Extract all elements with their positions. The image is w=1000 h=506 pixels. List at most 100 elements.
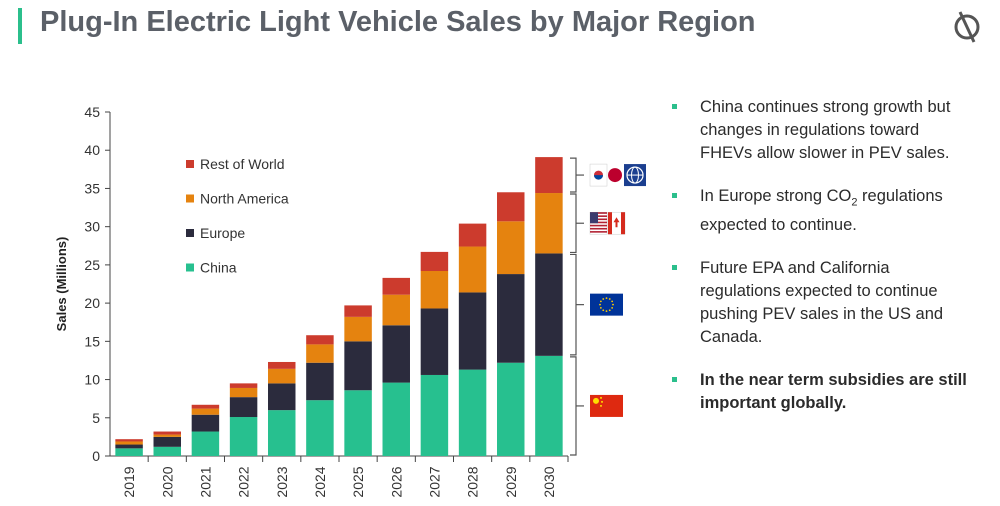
bar-segment-north-america	[382, 294, 410, 326]
bullet-text: regulations expected to continue.	[700, 187, 943, 235]
china-flag-star	[600, 404, 602, 407]
x-tick-label: 2020	[159, 466, 175, 497]
x-tick-label: 2023	[274, 466, 290, 497]
usa-flag-stripe	[590, 218, 607, 221]
legend-label: China	[200, 260, 237, 276]
bar-segment-north-america	[191, 408, 220, 415]
china-flag-star	[600, 396, 602, 399]
bar-segment-rest-of-world	[420, 251, 449, 272]
x-tick-label: 2026	[388, 466, 404, 497]
bar-segment-europe	[458, 292, 487, 370]
y-tick-label: 5	[92, 410, 100, 426]
bar-segment-rest-of-world	[497, 192, 525, 222]
y-axis-label: Sales (Millions)	[54, 237, 69, 332]
canada-flag-leaf	[613, 217, 620, 228]
bar-segment-china	[191, 431, 220, 456]
bar-segment-north-america	[420, 271, 449, 309]
usa-flag-stripe	[590, 221, 607, 224]
x-tick-label: 2025	[350, 466, 366, 497]
page-title: Plug-In Electric Light Vehicle Sales by …	[40, 6, 756, 38]
series-bracket	[570, 157, 577, 193]
bar-segment-europe	[229, 397, 258, 418]
usa-flag-stripe	[590, 227, 607, 230]
y-tick-label: 15	[84, 333, 100, 349]
bar-segment-rest-of-world	[382, 277, 410, 295]
bar-segment-europe	[344, 341, 372, 391]
eu-flag-star	[599, 303, 601, 306]
eu-flag-star	[612, 303, 614, 306]
y-tick-label: 40	[84, 142, 100, 158]
series-bracket	[570, 356, 577, 456]
bar-segment-north-america	[229, 387, 258, 398]
legend-swatch	[186, 194, 194, 203]
bar-segment-north-america	[535, 193, 563, 254]
series-bracket	[570, 253, 577, 356]
bar-segment-china	[268, 410, 296, 456]
bar-segment-rest-of-world	[229, 383, 258, 388]
bar-segment-north-america	[268, 368, 296, 384]
bullet-list: China continues strong growth but change…	[668, 96, 968, 435]
bullet-subscript: 2	[851, 196, 858, 209]
bar-segment-north-america	[344, 316, 372, 342]
china-flag-star	[601, 400, 603, 403]
bullet-text: Future EPA and California regulations ex…	[700, 259, 944, 347]
bar-segment-rest-of-world	[306, 335, 334, 345]
usa-flag-stripe	[590, 231, 607, 233]
legend-swatch	[186, 160, 194, 168]
company-logo-icon	[954, 11, 980, 43]
canada-flag-band	[608, 212, 612, 235]
bar-segment-rest-of-world	[535, 157, 563, 194]
bar-segment-europe	[268, 383, 296, 411]
eu-flag-star	[599, 300, 602, 303]
bullet-marker	[672, 193, 677, 198]
y-tick-label: 10	[84, 372, 100, 388]
bar-segment-rest-of-world	[344, 305, 372, 317]
japan-flag-icon	[608, 168, 622, 183]
y-tick-label: 45	[84, 104, 100, 120]
bar-segment-north-america	[458, 246, 487, 293]
bar-segment-europe	[153, 436, 181, 447]
bar-segment-europe	[191, 414, 220, 432]
legend-swatch	[186, 263, 194, 272]
bullet-europe: In Europe strong CO2 regulations expecte…	[668, 185, 968, 237]
eu-flag-star	[605, 310, 608, 313]
eu-flag-star	[605, 297, 608, 300]
y-tick-label: 25	[84, 257, 100, 273]
eu-flag-star	[611, 306, 614, 309]
bar-segment-china	[306, 400, 334, 456]
south-korea-flag-taeguk	[594, 175, 603, 180]
bullet-text: In Europe strong CO	[700, 187, 852, 205]
eu-flag-star	[611, 300, 614, 303]
bar-segment-north-america	[497, 221, 525, 275]
y-tick-label: 30	[84, 219, 100, 235]
eu-flag-star	[608, 309, 611, 312]
legend-label: Rest of World	[200, 156, 285, 172]
bar-segment-rest-of-world	[458, 223, 487, 247]
bullet-china: China continues strong growth but change…	[668, 96, 968, 165]
bar-segment-china	[535, 355, 563, 456]
x-tick-label: 2030	[541, 466, 557, 497]
usa-flag-canton	[590, 212, 598, 224]
y-tick-label: 20	[84, 295, 100, 311]
eu-flag-star	[602, 309, 605, 312]
bar-segment-china	[344, 390, 372, 456]
bar-segment-north-america	[306, 344, 334, 363]
bar-segment-china	[115, 448, 143, 456]
legend-label: Europe	[200, 225, 245, 241]
china-flag-star	[593, 397, 599, 404]
bar-segment-europe	[535, 253, 563, 356]
x-tick-label: 2029	[503, 466, 519, 497]
x-tick-label: 2027	[426, 466, 442, 497]
bullet-marker	[672, 377, 677, 383]
bar-segment-europe	[497, 274, 525, 363]
x-tick-label: 2024	[312, 466, 328, 497]
legend-swatch	[186, 229, 194, 237]
eu-flag-star	[608, 298, 611, 300]
x-tick-label: 2022	[236, 466, 252, 497]
bar-segment-china	[153, 446, 181, 456]
bar-segment-europe	[115, 444, 143, 449]
bullet-text: China continues strong growth but change…	[700, 98, 951, 162]
bar-segment-china	[497, 362, 525, 456]
title-accent-bar	[18, 8, 22, 44]
